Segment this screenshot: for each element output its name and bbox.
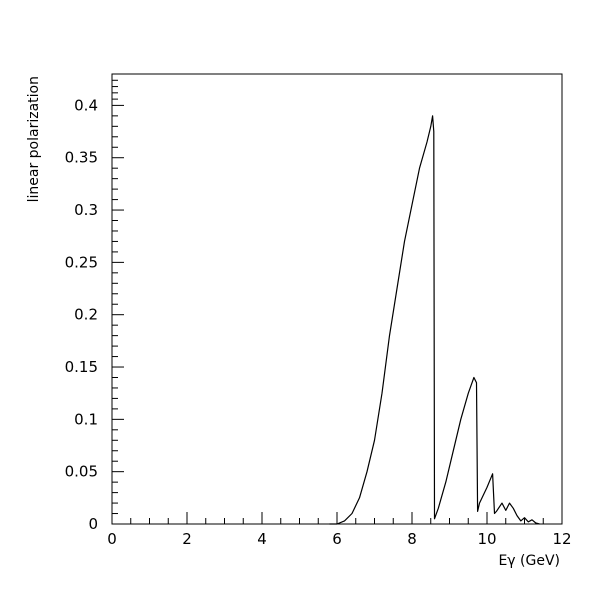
series-line-0: [329, 115, 540, 525]
x-axis-ticks: 0 2 4 6 8 10 12: [107, 512, 572, 548]
y-tick-label: 0.4: [74, 96, 98, 114]
x-tick-label: 4: [257, 530, 267, 548]
y-tick-label: 0: [88, 515, 98, 533]
y-tick-label: 0.25: [65, 253, 98, 271]
y-axis-ticks: 0 0.05 0.1 0.15 0.2 0.25 0.3 0.35 0.4: [65, 79, 124, 533]
series-layer: [329, 115, 540, 525]
x-tick-label: 6: [332, 530, 342, 548]
y-tick-label: 0.1: [74, 410, 98, 428]
plot-frame: [111, 73, 563, 525]
y-tick-label: 0.2: [74, 306, 98, 324]
x-axis-title: Eγ (GeV): [498, 553, 560, 569]
y-axis-title: linear polarization: [26, 76, 42, 202]
y-tick-label: 0.05: [65, 463, 98, 481]
x-tick-label: 8: [407, 530, 417, 548]
y-tick-label: 0.15: [65, 358, 98, 376]
x-tick-label: 0: [107, 530, 117, 548]
x-tick-label: 10: [477, 530, 496, 548]
y-tick-label: 0.3: [74, 201, 98, 219]
x-tick-label: 12: [552, 530, 571, 548]
y-tick-label: 0.35: [65, 149, 98, 167]
x-tick-label: 2: [182, 530, 192, 548]
